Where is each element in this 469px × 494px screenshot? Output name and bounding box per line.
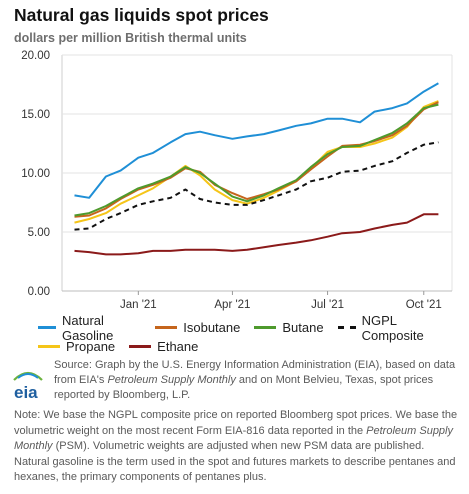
source-text: Source: Graph by the U.S. Energy Informa… [54, 359, 456, 386]
note-italic: Petroleum Supply Monthly [14, 424, 453, 453]
note-text: Note: We base the NGPL composite price o… [14, 409, 458, 437]
legend-row: Natural Gasoline Isobutane Butane NGPL Comp… [38, 313, 458, 343]
eia-logo: eia [13, 371, 43, 402]
legend-label: Natural Gasoline [62, 312, 114, 343]
source-text-end: and on Mont Belvieu, Texas, spot prices … [54, 374, 434, 401]
legend-swatch [337, 326, 356, 329]
chart-title: Natural gas liquids spot prices [14, 5, 269, 25]
logo-text: eia [14, 383, 38, 402]
note-text-end: (PSM). Volumetric weights are adjusted w… [14, 440, 456, 483]
source-note: Source: Graph by the U.S. Energy Informa… [54, 358, 459, 403]
legend-swatch [38, 345, 60, 348]
legend-label: Isobutane [183, 320, 241, 335]
legend: Natural Gasoline Isobutane Butane NGPL Comp… [38, 313, 458, 356]
x-tick-label: Apr '21 [214, 299, 250, 311]
chart-subtitle: dollars per million British thermal unit… [14, 31, 247, 45]
legend-item: Isobutane [155, 320, 240, 335]
series-line-ngpl-composite [74, 141, 439, 231]
series-line-ethane [74, 213, 439, 256]
legend-label: NGPL Composite [361, 312, 424, 343]
legend-label: Propane [66, 339, 116, 354]
series-lines [74, 82, 439, 256]
y-tick-label: 20.00 [21, 50, 50, 62]
y-tick-label: 0.00 [28, 286, 50, 298]
legend-item: Ethane [129, 339, 198, 354]
legend-item: NGPL Composite [337, 312, 444, 343]
y-tick-label: 10.00 [21, 168, 50, 180]
axis-ticks: 0.00 5.00 10.00 15.00 20.00 Jan '21 Apr '21 Jul… [21, 50, 442, 311]
x-tick-label: Jan '21 [120, 299, 157, 311]
line-chart: 0.00 5.00 10.00 15.00 20.00 Jan '21 Apr '21 Jul… [21, 50, 453, 311]
legend-swatch [129, 345, 152, 348]
series-line-propane [74, 100, 439, 224]
y-tick-label: 5.00 [28, 227, 50, 239]
source-italic: Petroleum Supply Monthly [107, 374, 236, 386]
series-line-isobutane [74, 101, 439, 218]
legend-item: Butane [254, 320, 324, 335]
series-line-natural-gasoline [74, 82, 439, 199]
legend-label: Butane [282, 320, 324, 335]
legend-item: Propane [38, 339, 115, 354]
legend-swatch [38, 326, 56, 329]
x-tick-label: Jul '21 [311, 299, 344, 311]
legend-swatch [155, 326, 178, 329]
legend-item: Natural Gasoline [38, 313, 141, 343]
y-tick-label: 15.00 [21, 109, 50, 121]
legend-swatch [254, 326, 277, 329]
series-line-butane [74, 103, 439, 217]
x-tick-label: Oct '21 [406, 299, 442, 311]
legend-label: Ethane [157, 339, 199, 354]
footnote: Note: We base the NGPL composite price o… [14, 408, 462, 486]
legend-row: Propane Ethane [38, 337, 458, 356]
gridlines [61, 54, 453, 292]
